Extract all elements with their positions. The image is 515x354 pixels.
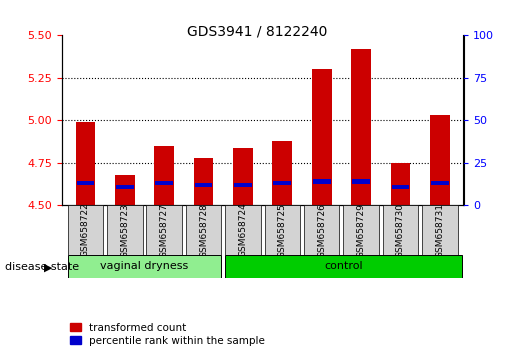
Text: GSM658729: GSM658729: [356, 202, 366, 258]
Legend: transformed count, percentile rank within the sample: transformed count, percentile rank withi…: [67, 319, 268, 349]
Text: GSM658731: GSM658731: [435, 202, 444, 258]
Bar: [156, 181, 173, 185]
FancyBboxPatch shape: [107, 205, 143, 255]
Bar: [391, 163, 410, 205]
Text: GDS3941 / 8122240: GDS3941 / 8122240: [187, 25, 328, 39]
Text: disease state: disease state: [5, 262, 79, 272]
Text: vaginal dryness: vaginal dryness: [100, 261, 188, 272]
Bar: [352, 179, 370, 184]
Bar: [431, 181, 449, 185]
Bar: [351, 49, 371, 205]
FancyBboxPatch shape: [225, 205, 261, 255]
Text: GSM658724: GSM658724: [238, 203, 248, 257]
Bar: [430, 115, 450, 205]
FancyBboxPatch shape: [67, 255, 221, 278]
Text: GSM658727: GSM658727: [160, 202, 169, 258]
FancyBboxPatch shape: [146, 205, 182, 255]
FancyBboxPatch shape: [186, 205, 221, 255]
Bar: [116, 184, 134, 189]
FancyBboxPatch shape: [304, 205, 339, 255]
FancyBboxPatch shape: [383, 205, 418, 255]
Bar: [234, 183, 252, 187]
Bar: [272, 141, 292, 205]
FancyBboxPatch shape: [225, 255, 461, 278]
Bar: [312, 69, 332, 205]
FancyBboxPatch shape: [265, 205, 300, 255]
Text: GSM658730: GSM658730: [396, 202, 405, 258]
Text: GSM658725: GSM658725: [278, 202, 287, 258]
Bar: [194, 158, 213, 205]
Text: control: control: [324, 261, 363, 272]
Bar: [313, 179, 331, 184]
Text: ▶: ▶: [44, 262, 53, 272]
Text: GSM658728: GSM658728: [199, 202, 208, 258]
Bar: [233, 148, 253, 205]
FancyBboxPatch shape: [344, 205, 379, 255]
Bar: [391, 184, 409, 189]
Text: GSM658726: GSM658726: [317, 202, 326, 258]
Bar: [77, 181, 94, 185]
FancyBboxPatch shape: [67, 205, 103, 255]
FancyBboxPatch shape: [422, 205, 458, 255]
Bar: [154, 146, 174, 205]
Bar: [195, 183, 212, 187]
Text: GSM658723: GSM658723: [121, 202, 129, 258]
Bar: [273, 181, 291, 185]
Bar: [76, 122, 95, 205]
Text: GSM658722: GSM658722: [81, 203, 90, 257]
Bar: [115, 175, 134, 205]
